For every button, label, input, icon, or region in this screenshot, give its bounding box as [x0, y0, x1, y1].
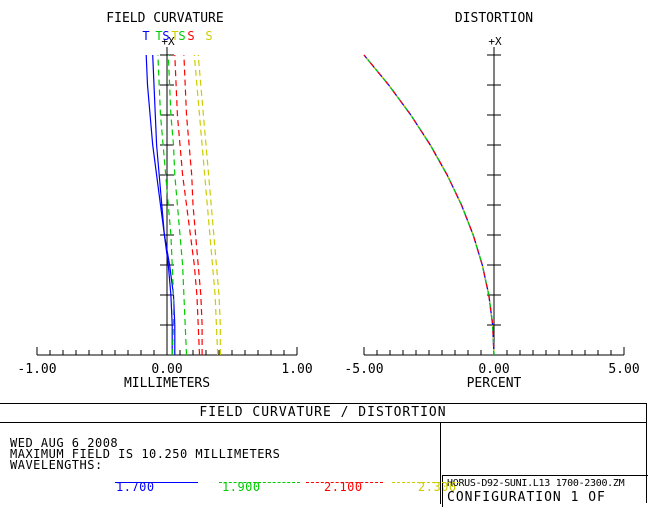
x-tick-label: 5.00 — [608, 362, 639, 377]
wavelengths-label: WAVELENGTHS: — [10, 458, 103, 472]
chart-title: DISTORTION — [455, 11, 533, 26]
footer-panel: FIELD CURVATURE / DISTORTION WED AUG 6 2… — [0, 403, 648, 507]
distortion-curve — [363, 54, 495, 356]
legend-entry: T — [155, 29, 162, 43]
y-axis-label: +X — [488, 35, 502, 48]
x-tick-label: -1.00 — [17, 362, 56, 377]
max-field-text: MAXIMUM FIELD IS 10.250 MILLIMETERS — [10, 447, 281, 461]
wavelength-value: 2.300 — [418, 480, 457, 494]
wavelength-value: 1.700 — [116, 480, 155, 494]
distortion-curve — [363, 54, 495, 356]
field-curvature-plot: FIELD CURVATURE -1.00 0.00 1.00 MILLIMETERS +… — [17, 11, 312, 391]
date-text: WED AUG 6 2008 — [10, 436, 119, 450]
x-axis-label: MILLIMETERS — [124, 376, 210, 391]
x-tick-label: 0.00 — [151, 362, 182, 377]
wavelength-line — [392, 482, 460, 483]
wavelength-line — [306, 482, 383, 483]
wavelength-line — [115, 482, 198, 483]
footer-divider — [440, 423, 441, 504]
series-line — [167, 54, 188, 356]
legend-entry: S — [162, 29, 169, 43]
wavelength-value: 2.100 — [324, 480, 363, 494]
series-line — [174, 54, 201, 356]
legend-entry: S — [205, 29, 212, 43]
series-line — [193, 54, 219, 356]
distortion-plot: DISTORTION -5.00 0.00 5.00 PERCENT +X — [344, 11, 639, 391]
file-name-text: HORUS-D92-SUNI.L13 1700-2300.ZM — [447, 478, 625, 489]
distortion-curve — [363, 54, 495, 356]
file-box: HORUS-D92-SUNI.L13 1700-2300.ZM CONFIGUR… — [442, 475, 648, 507]
series-line — [197, 54, 221, 355]
wavelength-value: 1.900 — [222, 480, 261, 494]
x-tick-label: 0.00 — [478, 362, 509, 377]
legend-entry: S — [178, 29, 185, 43]
wavelength-line — [219, 482, 300, 483]
info-block: WED AUG 6 2008 MAXIMUM FIELD IS 10.250 M… — [10, 436, 456, 493]
y-axis-label: +X — [161, 35, 175, 48]
legend-entry: T — [171, 29, 178, 43]
x-tick-label: -5.00 — [344, 362, 383, 377]
footer-title: FIELD CURVATURE / DISTORTION — [0, 404, 646, 423]
legend-entry: T — [142, 29, 149, 43]
plots-canvas: FIELD CURVATURE -1.00 0.00 1.00 MILLIMETERS +… — [17, 11, 639, 391]
chart-title: FIELD CURVATURE — [106, 11, 223, 26]
configuration-text: CONFIGURATION 1 OF — [447, 490, 606, 505]
distortion-curve — [363, 54, 495, 356]
legend-entry: S — [187, 29, 194, 43]
series-line — [183, 54, 203, 355]
wavelengths-row: WAVELENGTHS: 1.700 1.900 2.100 2.300 — [10, 458, 456, 493]
x-tick-label: 1.00 — [281, 362, 312, 377]
series-line — [145, 54, 173, 355]
x-axis-label: PERCENT — [467, 376, 522, 391]
series-line — [157, 54, 175, 356]
